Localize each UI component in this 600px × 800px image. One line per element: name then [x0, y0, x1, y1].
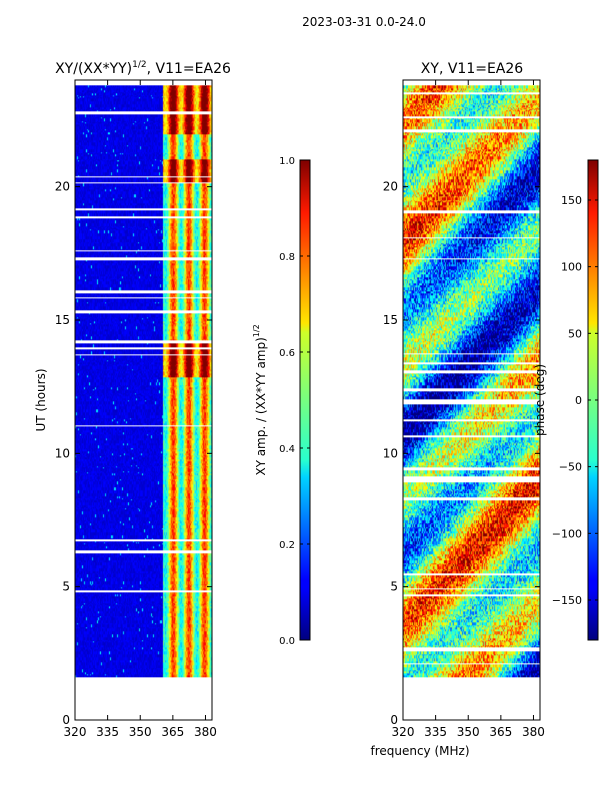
- colorbar-tick-label: −50: [559, 461, 582, 474]
- y-tick-label: 10: [55, 446, 70, 460]
- x-tick-label: 350: [129, 725, 152, 739]
- amplitude-panel-title: XY/(XX*YY)1/2, V11=EA26: [55, 60, 231, 77]
- colorbar-tick-label: 0: [575, 394, 582, 407]
- y-tick-label: 5: [390, 580, 398, 594]
- figure-title: 2023-03-31 0.0-24.0: [302, 15, 426, 29]
- amplitude-heatmap: [75, 85, 212, 678]
- y-tick-label: 0: [62, 713, 70, 727]
- colorbar-tick-label: 100: [561, 261, 582, 274]
- x-tick-label: 335: [424, 725, 447, 739]
- colorbar-tick-label: 0.8: [279, 252, 295, 263]
- amplitude-ylabel: UT (hours): [34, 368, 48, 431]
- phase-colorbar: −150 −100 −50 0 50 100 150 phase (deg): [533, 159, 599, 641]
- y-tick-label: 20: [383, 180, 398, 194]
- amplitude-colorbar-label: XY amp. / (XX*YY amp)1/2: [252, 324, 268, 475]
- colorbar-tick-label: 0.0: [279, 636, 295, 647]
- amplitude-panel: XY/(XX*YY)1/2, V11=EA26 320 335 350 365 380 0…: [34, 60, 231, 739]
- x-tick-label: 320: [392, 725, 415, 739]
- phase-axes-frame: [402, 79, 541, 721]
- x-tick-label: 365: [489, 725, 512, 739]
- phase-heatmap: [403, 85, 540, 678]
- x-tick-label: 335: [96, 725, 119, 739]
- colorbar-tick-label: 1.0: [279, 156, 295, 167]
- amplitude-axes-ticks: 320 335 350 365 380 0 5 10 15 20: [55, 80, 217, 739]
- phase-axes-ticks: 320 335 350 365 380 0 5 10 15 20: [383, 80, 545, 739]
- amplitude-colorbar-ticks: 0.0 0.2 0.4 0.6 0.8 1.0: [279, 156, 310, 647]
- colorbar-tick-label: 150: [561, 194, 582, 207]
- amplitude-axes-frame: [74, 79, 213, 721]
- shared-xlabel: frequency (MHz): [370, 744, 469, 758]
- colorbar-tick-label: 0.6: [279, 348, 295, 359]
- amplitude-title-sup: 1/2: [132, 60, 146, 70]
- colorbar-tick-label: 0.2: [279, 540, 295, 551]
- y-tick-label: 15: [383, 313, 398, 327]
- y-tick-label: 10: [383, 446, 398, 460]
- x-tick-label: 380: [194, 725, 217, 739]
- x-tick-label: 350: [457, 725, 480, 739]
- phase-colorbar-ticks: −150 −100 −50 0 50 100 150: [552, 194, 598, 607]
- y-tick-label: 15: [55, 313, 70, 327]
- phase-panel-title: XY, V11=EA26: [421, 61, 523, 77]
- x-tick-label: 320: [64, 725, 87, 739]
- heatmap-image: [403, 85, 540, 678]
- amplitude-colorbar-label-main: XY amp. / (XX*YY amp): [254, 337, 268, 475]
- amplitude-colorbar-label-sup: 1/2: [252, 324, 261, 337]
- x-tick-label: 365: [161, 725, 184, 739]
- y-tick-label: 20: [55, 180, 70, 194]
- phase-panel: XY, V11=EA26 320 335 350 365 380 0 5 10 15 20: [383, 61, 545, 739]
- x-tick-label: 380: [522, 725, 545, 739]
- colorbar-tick-label: −150: [552, 594, 582, 607]
- colorbar-tick-label: −100: [552, 527, 582, 540]
- phase-colorbar-label: phase (deg): [533, 364, 547, 436]
- colorbar-tick-label: 50: [568, 327, 582, 340]
- heatmap-image: [75, 85, 212, 678]
- amplitude-colorbar: 0.0 0.2 0.4 0.6 0.8 1.0 XY amp. / (XX*YY amp)…: [252, 156, 311, 647]
- amplitude-title-main: XY/(XX*YY): [55, 61, 132, 77]
- colorbar-tick-label: 0.4: [279, 444, 295, 455]
- amplitude-title-suffix: , V11=EA26: [147, 61, 231, 77]
- y-tick-label: 0: [390, 713, 398, 727]
- amplitude-colorbar-gradient: [299, 159, 311, 641]
- y-tick-label: 5: [62, 580, 70, 594]
